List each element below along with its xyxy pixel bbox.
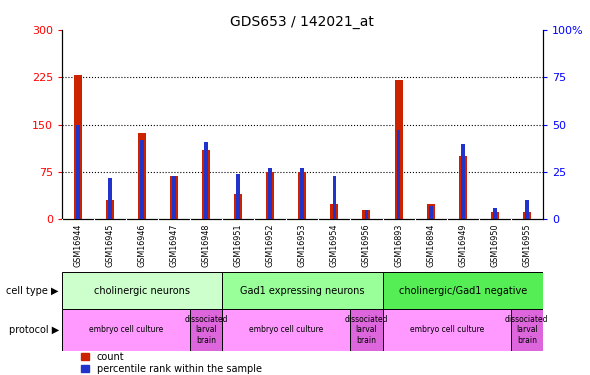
Bar	[333, 176, 336, 219]
Bar	[237, 174, 240, 219]
Bar	[382, 309, 511, 351]
Bar	[202, 150, 210, 219]
Text: cholinergic/Gad1 negative: cholinergic/Gad1 negative	[398, 286, 527, 296]
Text: GSM16955: GSM16955	[522, 224, 531, 267]
Bar	[299, 172, 306, 219]
Text: embryo cell culture: embryo cell culture	[89, 326, 163, 334]
Bar	[74, 75, 82, 219]
Text: dissociated
larval
brain: dissociated larval brain	[505, 315, 549, 345]
Bar	[222, 272, 382, 309]
Text: Gad1 expressing neurons: Gad1 expressing neurons	[240, 286, 365, 296]
Bar	[266, 172, 274, 219]
Text: embryo cell culture: embryo cell culture	[409, 326, 484, 334]
Legend: count, percentile rank within the sample: count, percentile rank within the sample	[81, 352, 262, 374]
Bar	[106, 200, 114, 219]
Bar	[382, 272, 543, 309]
Bar	[523, 212, 531, 219]
Text: GSM16894: GSM16894	[426, 224, 435, 267]
Text: GSM16956: GSM16956	[362, 224, 371, 267]
Bar	[138, 133, 146, 219]
Text: dissociated
larval
brain: dissociated larval brain	[345, 315, 388, 345]
Text: GSM16893: GSM16893	[394, 224, 403, 267]
Bar	[190, 309, 222, 351]
Bar	[429, 206, 432, 219]
Bar	[493, 208, 497, 219]
Text: GSM16950: GSM16950	[490, 224, 499, 267]
Bar	[396, 130, 401, 219]
Text: cell type ▶: cell type ▶	[6, 286, 59, 296]
Bar	[108, 178, 112, 219]
Text: GSM16951: GSM16951	[234, 224, 242, 267]
Text: GSM16946: GSM16946	[137, 224, 146, 267]
Bar	[76, 124, 80, 219]
Text: GSM16953: GSM16953	[298, 224, 307, 267]
Bar	[491, 212, 499, 219]
Bar	[222, 309, 350, 351]
Bar	[170, 177, 178, 219]
Text: GSM16944: GSM16944	[74, 224, 83, 267]
Bar	[458, 156, 467, 219]
Bar	[427, 204, 435, 219]
Text: cholinergic neurons: cholinergic neurons	[94, 286, 190, 296]
Bar	[300, 168, 304, 219]
Text: GSM16952: GSM16952	[266, 224, 275, 267]
Bar	[330, 204, 339, 219]
Title: GDS653 / 142021_at: GDS653 / 142021_at	[231, 15, 374, 29]
Bar	[350, 309, 382, 351]
Bar	[268, 168, 272, 219]
Bar	[365, 210, 368, 219]
Bar	[395, 81, 402, 219]
Text: GSM16948: GSM16948	[202, 224, 211, 267]
Text: dissociated
larval
brain: dissociated larval brain	[185, 315, 228, 345]
Text: GSM16945: GSM16945	[106, 224, 114, 267]
Bar	[461, 144, 464, 219]
Text: GSM16954: GSM16954	[330, 224, 339, 267]
Bar	[234, 194, 242, 219]
Bar	[140, 140, 144, 219]
Bar	[511, 309, 543, 351]
Text: GSM16947: GSM16947	[170, 224, 179, 267]
Bar	[362, 210, 371, 219]
Text: GSM16949: GSM16949	[458, 224, 467, 267]
Text: embryo cell culture: embryo cell culture	[249, 326, 323, 334]
Bar	[62, 272, 222, 309]
Bar	[172, 176, 176, 219]
Bar	[204, 142, 208, 219]
Bar	[525, 200, 529, 219]
Text: protocol ▶: protocol ▶	[9, 325, 59, 335]
Bar	[62, 309, 190, 351]
